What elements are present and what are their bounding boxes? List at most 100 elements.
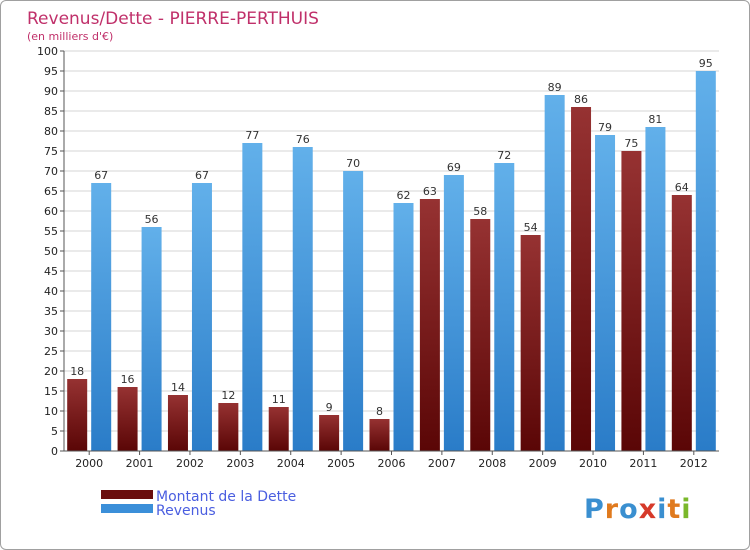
value-label-revenue-2006: 62 — [397, 189, 411, 202]
y-tick-label: 35 — [44, 305, 58, 318]
y-tick-label: 95 — [44, 65, 58, 78]
value-label-debt-2001: 16 — [121, 373, 135, 386]
x-tick-label-2004: 2004 — [277, 457, 305, 470]
value-label-revenue-2005: 70 — [346, 157, 360, 170]
x-tick-label-2006: 2006 — [378, 457, 406, 470]
value-label-revenue-2000: 67 — [94, 169, 108, 182]
value-label-debt-2011: 75 — [624, 137, 638, 150]
value-label-revenue-2004: 76 — [296, 133, 310, 146]
legend-swatch-debt — [101, 490, 153, 499]
axes — [63, 51, 719, 452]
x-tick-label-2008: 2008 — [478, 457, 506, 470]
value-label-revenue-2001: 56 — [145, 213, 159, 226]
value-label-debt-2008: 58 — [473, 205, 487, 218]
value-label-revenue-2007: 69 — [447, 161, 461, 174]
bar-debt-2006 — [369, 419, 390, 451]
y-tick-label: 55 — [44, 225, 58, 238]
x-tick-label-2009: 2009 — [529, 457, 557, 470]
bar-debt-2010 — [571, 107, 592, 451]
y-tick-label: 15 — [44, 385, 58, 398]
brand-letter: o — [619, 494, 639, 525]
grid — [64, 50, 719, 452]
bar-debt-2002 — [167, 395, 188, 451]
bar-revenue-2006 — [393, 203, 414, 451]
bar-revenue-2009 — [544, 95, 565, 451]
brand-letter: i — [681, 494, 691, 525]
bar-revenue-2002 — [191, 183, 212, 451]
y-tick-label: 45 — [44, 265, 58, 278]
legend-label-revenue: Revenus — [156, 503, 216, 519]
value-label-revenue-2012: 95 — [699, 57, 713, 70]
y-tick-label: 10 — [44, 405, 58, 418]
bar-debt-2012 — [671, 195, 692, 451]
y-tick-label: 50 — [44, 245, 58, 258]
bar-revenue-2010 — [595, 135, 616, 451]
value-label-debt-2010: 86 — [574, 93, 588, 106]
value-label-debt-2002: 14 — [171, 381, 185, 394]
bar-revenue-2011 — [645, 127, 666, 451]
x-tick-label-2002: 2002 — [176, 457, 204, 470]
y-tick-label: 100 — [37, 45, 58, 58]
bar-revenue-2000 — [91, 183, 112, 451]
value-label-debt-2009: 54 — [524, 221, 538, 234]
y-tick-label: 5 — [51, 425, 58, 438]
x-tick-label-2007: 2007 — [428, 457, 456, 470]
brand-letter: x — [639, 494, 657, 525]
brand-letter: P — [584, 494, 605, 525]
bar-revenue-2005 — [343, 171, 364, 451]
bar-revenue-2007 — [443, 175, 464, 451]
bar-debt-2007 — [419, 199, 440, 451]
bar-revenue-2001 — [141, 227, 162, 451]
bar-debt-2011 — [621, 151, 642, 451]
bar-debt-2008 — [470, 219, 491, 451]
y-tick-label: 75 — [44, 145, 58, 158]
bar-revenue-2004 — [292, 147, 313, 451]
y-axis-ticks: 0 5 10 15 20 25 30 35 40 45 50 55 60 65 70 75 80 85 90 95 10… — [37, 45, 64, 458]
y-tick-label: 0 — [51, 445, 58, 458]
bar-revenue-2003 — [242, 143, 263, 451]
x-axis-ticks: 2000 2001 2002 2003 2004 2005 2006 2007 2008 2009… — [75, 451, 708, 470]
bar-debt-2000 — [67, 379, 88, 451]
value-label-revenue-2009: 89 — [548, 81, 562, 94]
y-tick-label: 65 — [44, 185, 58, 198]
value-labels: 18 67 16 56 14 67 12 77 11 76 9 70 8 62 63 69 58 72 54 89 86… — [70, 57, 713, 418]
y-tick-label: 80 — [44, 125, 58, 138]
y-tick-label: 25 — [44, 345, 58, 358]
brand-logo: Proxiti — [584, 494, 692, 525]
x-tick-label-2001: 2001 — [126, 457, 154, 470]
x-tick-label-2000: 2000 — [75, 457, 103, 470]
value-label-revenue-2011: 81 — [648, 113, 662, 126]
bars — [67, 71, 716, 451]
y-tick-label: 20 — [44, 365, 58, 378]
x-tick-label-2010: 2010 — [579, 457, 607, 470]
bar-debt-2005 — [319, 415, 340, 451]
y-tick-label: 85 — [44, 105, 58, 118]
chart-subtitle: (en milliers d'€) — [27, 30, 113, 43]
brand-letter: i — [657, 494, 667, 525]
bar-debt-2003 — [218, 403, 239, 451]
bar-debt-2001 — [117, 387, 138, 451]
y-tick-label: 70 — [44, 165, 58, 178]
legend: Montant de la Dette Revenus — [101, 489, 296, 519]
bar-debt-2009 — [520, 235, 541, 451]
value-label-debt-2005: 9 — [326, 401, 333, 414]
bar-debt-2004 — [268, 407, 289, 451]
value-label-debt-2007: 63 — [423, 185, 437, 198]
legend-swatch-revenue — [101, 504, 153, 513]
y-tick-label: 30 — [44, 325, 58, 338]
bar-revenue-2012 — [695, 71, 716, 451]
value-label-revenue-2008: 72 — [497, 149, 511, 162]
value-label-debt-2003: 12 — [221, 389, 235, 402]
value-label-debt-2012: 64 — [675, 181, 689, 194]
x-tick-label-2012: 2012 — [680, 457, 708, 470]
y-tick-label: 90 — [44, 85, 58, 98]
value-label-debt-2006: 8 — [376, 405, 383, 418]
brand-letter: t — [667, 494, 681, 525]
value-label-revenue-2002: 67 — [195, 169, 209, 182]
brand-letter: r — [605, 494, 619, 525]
bar-revenue-2008 — [494, 163, 515, 451]
y-tick-label: 60 — [44, 205, 58, 218]
y-tick-label: 40 — [44, 285, 58, 298]
